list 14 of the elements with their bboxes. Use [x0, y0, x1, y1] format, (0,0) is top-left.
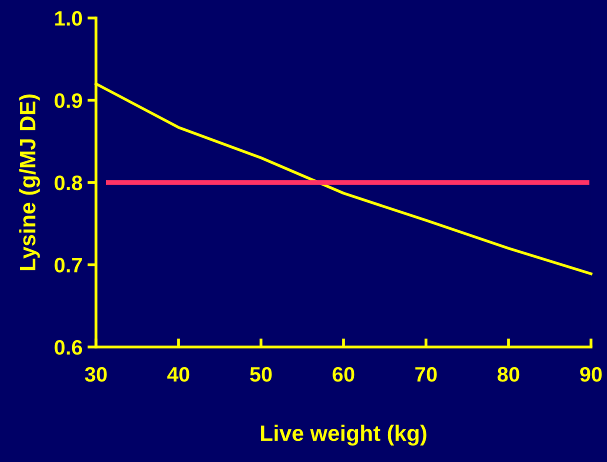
x-tick-label: 40 [167, 366, 190, 382]
x-axis-title: Live weight (kg) [261, 424, 426, 446]
y-tick-label: 0.6 [54, 340, 82, 355]
y-tick-label: 0.9 [54, 93, 82, 108]
x-tick-label: 60 [332, 366, 354, 382]
y-tick-label: 0.7 [54, 258, 82, 273]
y-tick-label: 0.8 [54, 176, 82, 190]
y-axis-title: Lysine (g/MJ DE) [19, 94, 40, 270]
x-tick-label: 90 [580, 366, 602, 382]
x-tick-label: 80 [498, 366, 520, 382]
y-tick-label: 1.0 [55, 11, 82, 26]
x-tick-label: 70 [415, 366, 437, 382]
x-tick-label: 30 [84, 366, 107, 382]
x-tick-label: 50 [250, 366, 272, 382]
